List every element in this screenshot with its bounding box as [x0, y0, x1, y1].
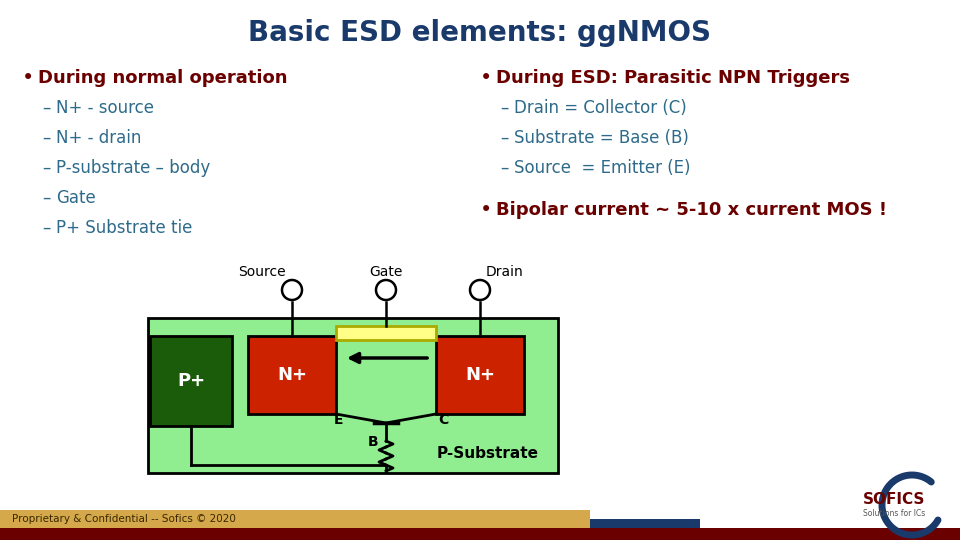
Text: –: – [42, 129, 50, 147]
Text: N+: N+ [277, 366, 307, 384]
Text: N+ - source: N+ - source [56, 99, 154, 117]
Circle shape [282, 280, 302, 300]
Text: C: C [438, 413, 448, 427]
Text: Source  = Emitter (E): Source = Emitter (E) [514, 159, 690, 177]
Bar [248, 336, 336, 414]
Text: SOFICS: SOFICS [863, 492, 925, 508]
Text: Bipolar current ~ 5-10 x current MOS !: Bipolar current ~ 5-10 x current MOS ! [496, 201, 887, 219]
Text: P-substrate – body: P-substrate – body [56, 159, 210, 177]
Text: –: – [500, 99, 509, 117]
Bar [148, 318, 558, 473]
Text: Gate: Gate [370, 265, 402, 279]
Text: P+ Substrate tie: P+ Substrate tie [56, 219, 192, 237]
Text: –: – [500, 159, 509, 177]
Text: E: E [334, 413, 344, 427]
Bar [150, 336, 232, 426]
Text: P-Substrate: P-Substrate [437, 446, 539, 461]
Bar [0, 510, 590, 528]
Text: B: B [368, 435, 378, 449]
Text: Substrate = Base (B): Substrate = Base (B) [514, 129, 689, 147]
Text: Source: Source [238, 265, 286, 279]
Text: –: – [42, 189, 50, 207]
Text: N+: N+ [465, 366, 495, 384]
Bar [436, 336, 524, 414]
Text: N+ - drain: N+ - drain [56, 129, 141, 147]
Text: Basic ESD elements: ggNMOS: Basic ESD elements: ggNMOS [249, 19, 711, 47]
Text: •: • [480, 68, 492, 88]
Circle shape [376, 280, 396, 300]
Text: –: – [42, 219, 50, 237]
Text: Proprietary & Confidential -- Sofics © 2020: Proprietary & Confidential -- Sofics © 2… [12, 514, 236, 524]
Text: Gate: Gate [56, 189, 96, 207]
Text: •: • [22, 68, 35, 88]
Text: •: • [480, 200, 492, 220]
Bar [0, 528, 960, 540]
Text: –: – [42, 99, 50, 117]
Text: During normal operation: During normal operation [38, 69, 287, 87]
Text: –: – [42, 159, 50, 177]
Text: P+: P+ [177, 372, 205, 390]
Text: Solutions for ICs: Solutions for ICs [863, 509, 925, 517]
Bar [0, 519, 700, 528]
Text: Drain = Collector (C): Drain = Collector (C) [514, 99, 686, 117]
Text: During ESD: Parasitic NPN Triggers: During ESD: Parasitic NPN Triggers [496, 69, 850, 87]
Text: –: – [500, 129, 509, 147]
Bar [336, 326, 436, 340]
Text: Drain: Drain [486, 265, 524, 279]
Circle shape [470, 280, 490, 300]
